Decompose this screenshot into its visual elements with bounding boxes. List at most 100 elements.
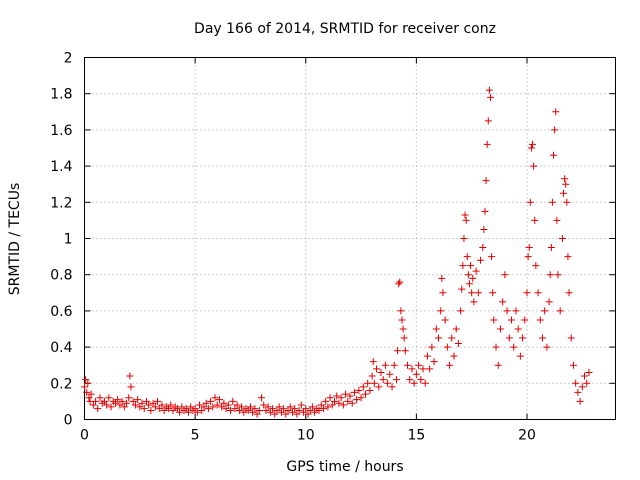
data-point — [472, 267, 480, 275]
data-point — [581, 372, 589, 380]
data-point — [103, 401, 111, 409]
data-point — [564, 253, 572, 261]
data-point — [366, 387, 374, 395]
data-point — [561, 175, 569, 183]
data-point — [375, 383, 383, 391]
data-point — [178, 403, 186, 411]
data-point — [545, 298, 553, 306]
data-point — [460, 235, 468, 242]
data-point — [546, 271, 554, 279]
data-point — [140, 405, 148, 413]
data-point — [426, 365, 434, 373]
data-point — [359, 383, 367, 391]
data-point — [390, 361, 398, 369]
data-point — [553, 216, 561, 224]
data-point — [508, 316, 516, 324]
y-tick-label: 0.2 — [50, 376, 72, 392]
data-point — [246, 403, 254, 411]
data-point — [131, 401, 139, 409]
y-tick-label: 1.6 — [50, 123, 72, 139]
data-point — [482, 177, 490, 185]
data-point — [503, 307, 511, 315]
data-point — [277, 408, 285, 416]
data-point — [492, 343, 500, 351]
data-point — [346, 392, 354, 400]
data-point — [202, 399, 210, 407]
data-point — [260, 401, 268, 409]
data-point — [479, 244, 487, 252]
data-point — [169, 406, 177, 414]
data-point — [534, 289, 542, 297]
data-point — [526, 198, 534, 206]
data-point — [417, 376, 425, 384]
data-point — [379, 376, 387, 384]
data-point — [187, 403, 195, 411]
data-point — [134, 396, 142, 404]
data-point — [218, 403, 226, 411]
x-tick-label: 5 — [191, 428, 200, 444]
data-point — [370, 379, 378, 387]
y-tick-label: 0.6 — [50, 304, 72, 320]
data-point — [111, 399, 119, 407]
data-point — [485, 86, 493, 94]
x-tick-label: 0 — [80, 428, 89, 444]
data-point — [136, 403, 144, 411]
data-point — [105, 394, 113, 402]
data-point — [295, 406, 303, 414]
data-point — [238, 403, 246, 411]
data-point — [224, 401, 232, 409]
data-point — [532, 262, 540, 270]
data-point — [421, 379, 429, 387]
data-point — [145, 401, 153, 409]
data-point — [392, 376, 400, 384]
data-point — [342, 390, 350, 398]
data-point — [120, 403, 128, 411]
data-point — [344, 397, 352, 405]
data-point — [333, 392, 341, 400]
data-point — [116, 401, 124, 409]
data-point — [415, 361, 423, 369]
data-point — [565, 289, 573, 297]
data-point — [337, 394, 345, 402]
data-point — [501, 271, 509, 279]
data-point — [554, 271, 562, 279]
data-point — [266, 408, 274, 416]
data-point — [441, 316, 449, 324]
data-point — [81, 383, 88, 391]
data-point — [543, 343, 551, 351]
data-point — [244, 406, 252, 414]
data-point — [432, 325, 440, 333]
data-point — [324, 403, 332, 411]
data-point — [207, 397, 215, 405]
data-point — [523, 289, 531, 297]
data-point — [578, 383, 586, 391]
data-point — [92, 397, 100, 405]
data-point — [538, 334, 546, 342]
data-point — [322, 397, 330, 405]
data-point — [406, 376, 414, 384]
x-axis-title: GPS time / hours — [286, 459, 403, 475]
data-point — [505, 334, 513, 342]
grid — [84, 57, 616, 420]
data-point — [288, 408, 296, 416]
data-point — [271, 410, 279, 418]
data-point — [229, 397, 237, 405]
data-point — [450, 352, 458, 360]
data-point — [87, 390, 95, 398]
data-point — [328, 401, 336, 409]
data-point — [514, 325, 522, 333]
data-point — [525, 244, 533, 252]
data-point — [273, 406, 281, 414]
data-point — [410, 379, 418, 387]
data-point — [269, 405, 277, 413]
data-point — [448, 334, 456, 342]
data-point — [300, 408, 308, 416]
data-point — [474, 289, 482, 297]
data-point — [304, 410, 312, 418]
data-point — [521, 316, 529, 324]
data-point — [84, 379, 92, 387]
y-tick-label: 1 — [64, 232, 73, 248]
data-point — [306, 406, 314, 414]
data-point — [284, 406, 292, 414]
data-point — [400, 334, 408, 342]
